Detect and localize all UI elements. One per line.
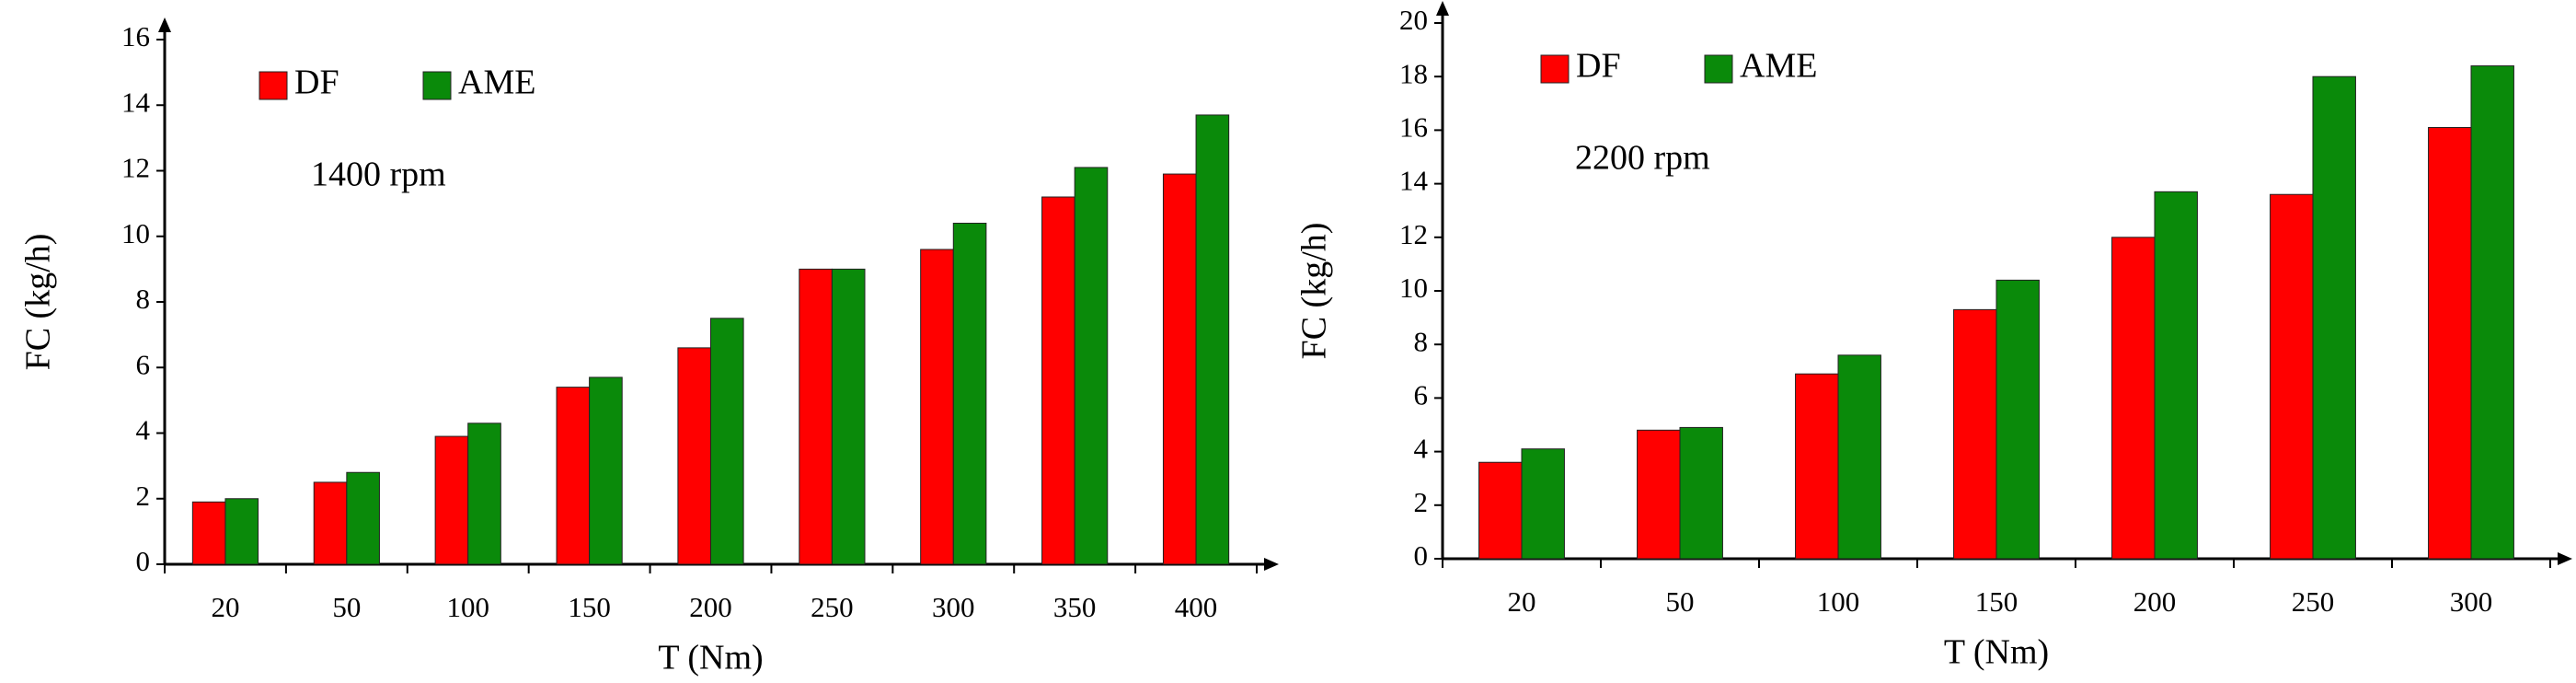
bar: [313, 481, 348, 565]
bar: [1074, 167, 1109, 565]
bar: [1679, 426, 1723, 560]
bar: [1195, 114, 1230, 565]
y-tick-label: 14: [121, 86, 151, 118]
y-tick-label: 2: [1414, 486, 1429, 518]
y-tick-label: 2: [136, 480, 151, 512]
bar: [1162, 173, 1197, 565]
y-tick-label: 16: [121, 20, 150, 52]
y-tick-label: 8: [136, 283, 151, 315]
bar: [2312, 75, 2356, 560]
y-tick-label: 8: [1414, 325, 1429, 357]
x-tick-label: 300: [932, 591, 975, 623]
x-axis-arrow: [2558, 552, 2572, 565]
x-tick-label: 50: [1666, 585, 1695, 618]
x-tick-label: 100: [1817, 585, 1860, 618]
y-axis-arrow: [1436, 1, 1449, 16]
bar: [1837, 354, 1881, 560]
legend-label: AME: [458, 64, 535, 102]
bar: [589, 376, 623, 565]
bar: [2111, 237, 2156, 560]
bar: [952, 223, 987, 565]
legend-swatch: [422, 71, 452, 100]
y-tick-label: 0: [136, 545, 151, 577]
y-tick-label: 10: [121, 217, 150, 249]
x-tick-label: 250: [2292, 585, 2335, 618]
x-tick-label: 150: [568, 591, 611, 623]
bar: [1795, 373, 1839, 560]
bar: [1637, 429, 1681, 560]
bar: [1953, 308, 1997, 560]
annotation: 1400 rpm: [311, 156, 446, 194]
bar: [831, 268, 866, 565]
bar: [1041, 196, 1075, 565]
x-tick-label: 200: [689, 591, 732, 623]
bar: [1478, 461, 1523, 560]
bar: [2270, 193, 2314, 560]
bar: [224, 498, 259, 565]
x-tick-label: 300: [2450, 585, 2493, 618]
x-tick-label: 20: [211, 591, 239, 623]
legend-swatch: [259, 71, 288, 100]
y-tick-label: 6: [1414, 379, 1429, 411]
y-tick-label: 10: [1399, 272, 1428, 304]
y-tick-label: 12: [1399, 218, 1428, 250]
y-tick-label: 14: [1399, 165, 1429, 197]
x-tick-label: 50: [332, 591, 361, 623]
y-axis-arrow: [158, 17, 171, 32]
bar: [2470, 65, 2514, 560]
x-axis-arrow: [1264, 558, 1279, 571]
bar: [799, 268, 833, 565]
legend-swatch: [1704, 54, 1733, 84]
x-tick-label: 20: [1508, 585, 1536, 618]
bar: [556, 387, 591, 565]
bar: [1995, 279, 2040, 560]
y-tick-label: 0: [1414, 539, 1429, 572]
x-tick-label: 400: [1175, 591, 1218, 623]
x-tick-label: 200: [2133, 585, 2177, 618]
bar: [2154, 191, 2198, 560]
bar: [920, 249, 954, 565]
bar: [434, 435, 469, 565]
y-axis-label: FC (kg/h): [19, 234, 58, 371]
x-tick-label: 100: [446, 591, 489, 623]
bar: [2428, 126, 2472, 560]
y-tick-label: 16: [1399, 111, 1428, 144]
bar: [191, 501, 226, 565]
x-tick-label: 350: [1053, 591, 1097, 623]
legend-label: DF: [1576, 47, 1621, 86]
y-tick-label: 4: [1414, 433, 1429, 465]
y-tick-label: 20: [1399, 4, 1428, 36]
x-tick-label: 250: [811, 591, 854, 623]
y-axis-label: FC (kg/h): [1295, 223, 1334, 360]
x-axis-label: T (Nm): [658, 639, 763, 677]
bar: [1521, 448, 1565, 560]
y-tick-label: 12: [121, 152, 150, 184]
legend-swatch: [1540, 54, 1570, 84]
y-tick-label: 18: [1399, 57, 1428, 89]
x-tick-label: 150: [1975, 585, 2018, 618]
y-tick-label: 6: [136, 348, 151, 380]
bar: [346, 471, 380, 565]
bar: [467, 423, 501, 565]
legend-label: AME: [1740, 47, 1817, 86]
bar: [710, 318, 744, 565]
y-tick-label: 4: [136, 414, 151, 446]
annotation: 2200 rpm: [1575, 139, 1710, 178]
x-axis-label: T (Nm): [1944, 633, 2049, 672]
bar: [677, 347, 712, 565]
legend-label: DF: [294, 64, 339, 102]
